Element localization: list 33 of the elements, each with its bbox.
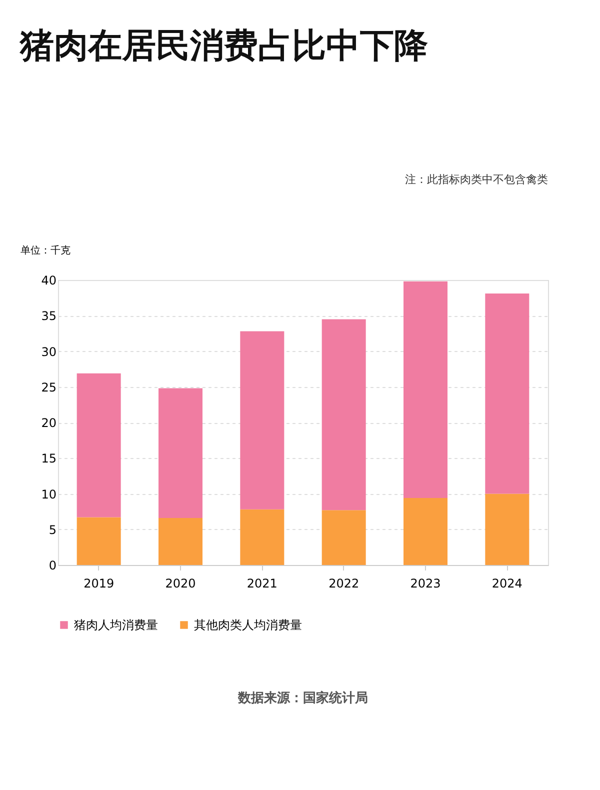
- bar: [76, 517, 121, 565]
- bar: [404, 281, 448, 498]
- legend-label: 其他肉类人均消费量: [194, 618, 302, 632]
- bar: [322, 510, 366, 565]
- y-tick-label: 40: [41, 274, 56, 288]
- bar: [158, 518, 202, 565]
- y-tick-label: 10: [41, 487, 56, 502]
- bar: [240, 331, 284, 510]
- x-tick-label: 2022: [328, 576, 360, 590]
- y-tick-label: 25: [41, 380, 56, 394]
- legend-label: 猪肉人均消费量: [74, 618, 158, 632]
- y-tick-label: 35: [41, 309, 56, 324]
- bar: [158, 388, 202, 518]
- y-tick-label: 20: [41, 416, 56, 430]
- bar: [404, 498, 448, 565]
- source-note: 数据来源：国家统计局: [237, 690, 368, 706]
- bar: [485, 294, 530, 494]
- x-tick-label: 2019: [84, 576, 114, 590]
- bar: [76, 373, 121, 518]
- y-tick-label: 0: [48, 558, 56, 572]
- y-tick-label: 5: [48, 522, 56, 537]
- bar: [485, 494, 530, 565]
- x-tick-label: 2021: [246, 576, 278, 590]
- x-tick-label: 2024: [492, 576, 522, 590]
- bar: [240, 509, 284, 565]
- y-axis-title: 单位：千克: [20, 244, 70, 256]
- x-tick-label: 2023: [410, 576, 441, 590]
- bar: [322, 319, 366, 510]
- chart-title: 猪肉在居民消费占比中下降: [19, 26, 428, 66]
- y-tick-label: 15: [41, 452, 56, 466]
- x-tick-label: 2020: [165, 576, 196, 590]
- text: 注：此指标肉类中不包含禽类: [405, 173, 548, 186]
- y-tick-label: 30: [41, 344, 56, 359]
